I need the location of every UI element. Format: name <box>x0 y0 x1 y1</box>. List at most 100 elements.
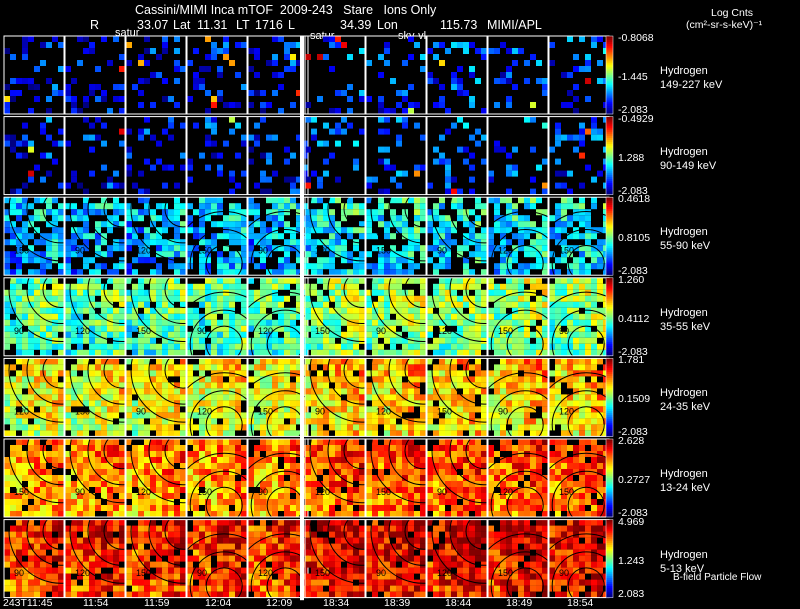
heatmap-cell <box>126 209 132 216</box>
heatmap-cell <box>150 319 156 326</box>
heatmap-cell <box>254 134 260 141</box>
heatmap-cell <box>433 319 439 326</box>
heatmap-cell <box>475 370 481 377</box>
colorbar-segment <box>606 57 613 60</box>
heatmap-cell <box>457 430 463 437</box>
heatmap-cell <box>28 388 34 395</box>
heatmap-cell <box>463 263 469 270</box>
heatmap-cell <box>138 319 144 326</box>
heatmap-cell <box>113 364 119 371</box>
heatmap-cell <box>193 122 199 129</box>
heatmap-cell <box>335 412 341 419</box>
heatmap-cell <box>359 424 365 431</box>
heatmap-cell <box>494 301 500 308</box>
heatmap-cell <box>71 227 77 234</box>
heatmap-cell <box>4 221 10 228</box>
heatmap-cell <box>34 325 40 332</box>
heatmap-cell <box>549 307 555 314</box>
heatmap-cell <box>549 331 555 338</box>
heatmap-cell <box>217 487 223 493</box>
heatmap-cell <box>284 487 290 493</box>
pitch-contour <box>130 277 186 342</box>
heatmap-cell <box>311 388 317 395</box>
heatmap-cell <box>494 412 500 419</box>
heatmap-cell <box>305 313 311 320</box>
heatmap-cell <box>567 90 573 96</box>
heatmap-cell <box>347 370 353 377</box>
heatmap-cell <box>193 394 199 401</box>
heatmap-cell <box>193 451 199 457</box>
heatmap-cell <box>329 418 335 425</box>
heatmap-cell <box>260 487 266 493</box>
heatmap-cell <box>335 307 341 314</box>
heatmap-cell <box>4 418 10 425</box>
heatmap-cell <box>317 394 323 401</box>
heatmap-cell <box>579 215 585 222</box>
heatmap-cell <box>408 269 414 276</box>
heatmap-cell <box>89 451 95 457</box>
heatmap-cell <box>119 84 125 90</box>
heatmap-cell <box>89 511 95 517</box>
heatmap-cell <box>408 394 414 401</box>
heatmap-cell <box>235 221 241 228</box>
heatmap-cell <box>311 430 317 437</box>
heatmap-cell <box>573 227 579 234</box>
heatmap-cell <box>89 295 95 302</box>
heatmap-cell <box>101 412 107 419</box>
heatmap-cell <box>317 325 323 332</box>
heatmap-cell <box>311 245 317 252</box>
heatmap-cell <box>506 382 512 389</box>
heatmap-cell <box>536 277 542 284</box>
heatmap-cell <box>542 257 548 264</box>
pitch-contour <box>309 277 365 342</box>
heatmap-cell <box>359 233 365 240</box>
heatmap-cell <box>372 313 378 320</box>
pitch-contour <box>248 211 308 228</box>
heatmap-cell <box>101 140 107 147</box>
heatmap-cell <box>144 197 150 204</box>
heatmap-cell <box>241 251 247 258</box>
heatmap-cell <box>241 42 247 48</box>
heatmap-cell <box>4 388 10 395</box>
pitch-contour <box>26 277 64 324</box>
heatmap-cell <box>390 400 396 407</box>
heatmap-cell <box>451 412 457 419</box>
heatmap-cell <box>229 215 235 222</box>
heatmap-cell <box>433 424 439 431</box>
heatmap-cell <box>353 406 359 413</box>
heatmap-cell <box>396 382 402 389</box>
heatmap-cell <box>65 203 71 210</box>
heatmap-cell <box>469 209 475 216</box>
heatmap-cell <box>427 72 433 78</box>
heatmap-cell <box>211 469 217 475</box>
heatmap-cell <box>52 84 58 90</box>
heatmap-cell <box>229 269 235 276</box>
heatmap-cell <box>323 493 329 499</box>
heatmap-cell <box>278 197 284 204</box>
heatmap-cell <box>329 251 335 258</box>
heatmap-cell <box>162 239 168 246</box>
heatmap-cell <box>58 511 64 517</box>
heatmap-cell <box>481 337 487 344</box>
heatmap-cell <box>524 60 530 66</box>
heatmap-cell <box>65 301 71 308</box>
heatmap-cell <box>4 331 10 338</box>
colorbar-segment <box>606 36 613 39</box>
heatmap-cell <box>119 283 125 290</box>
heatmap-cell <box>77 233 83 240</box>
heatmap-cell <box>150 283 156 290</box>
lt-value: 1716 <box>255 18 283 32</box>
heatmap-cell <box>211 221 217 228</box>
heatmap-cell <box>549 400 555 407</box>
heatmap-cell <box>372 406 378 413</box>
heatmap-cell <box>150 499 156 505</box>
heatmap-cell <box>402 233 408 240</box>
heatmap-cell <box>414 424 420 431</box>
heatmap-cell <box>180 499 186 505</box>
heatmap-cell <box>107 182 113 189</box>
heatmap-cell <box>144 481 150 487</box>
heatmap-cell <box>28 319 34 326</box>
heatmap-cell <box>217 400 223 407</box>
heatmap-cell <box>573 400 579 407</box>
heatmap-cell <box>445 108 451 114</box>
